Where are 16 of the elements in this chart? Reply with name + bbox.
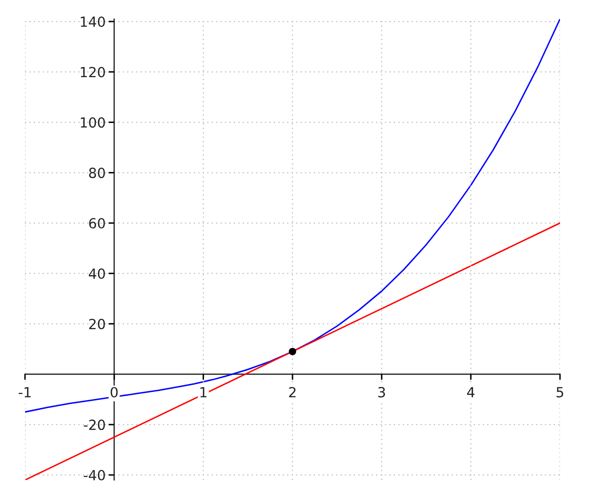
x-tick-label: 3 xyxy=(378,386,385,398)
x-tick-label: 5 xyxy=(556,387,564,398)
x-tick-label: 0 xyxy=(110,386,118,398)
y-tick-label: 100 xyxy=(80,117,105,128)
y-tick-label: 140 xyxy=(80,16,105,27)
y-tick-label: -20 xyxy=(84,420,105,430)
y-tick-label: -40 xyxy=(84,470,105,480)
x-tick-label: 4 xyxy=(467,387,474,398)
x-tick-label: 1 xyxy=(200,387,206,398)
y-tick-label: 80 xyxy=(89,168,105,178)
y-tick-label: 20 xyxy=(89,318,105,330)
x-tick-label: 2 xyxy=(289,386,296,398)
y-tick-label: 120 xyxy=(80,66,105,78)
y-tick-label: 60 xyxy=(89,218,105,229)
y-tick-label: 40 xyxy=(88,268,105,279)
x-tick-label: -1 xyxy=(18,387,31,398)
